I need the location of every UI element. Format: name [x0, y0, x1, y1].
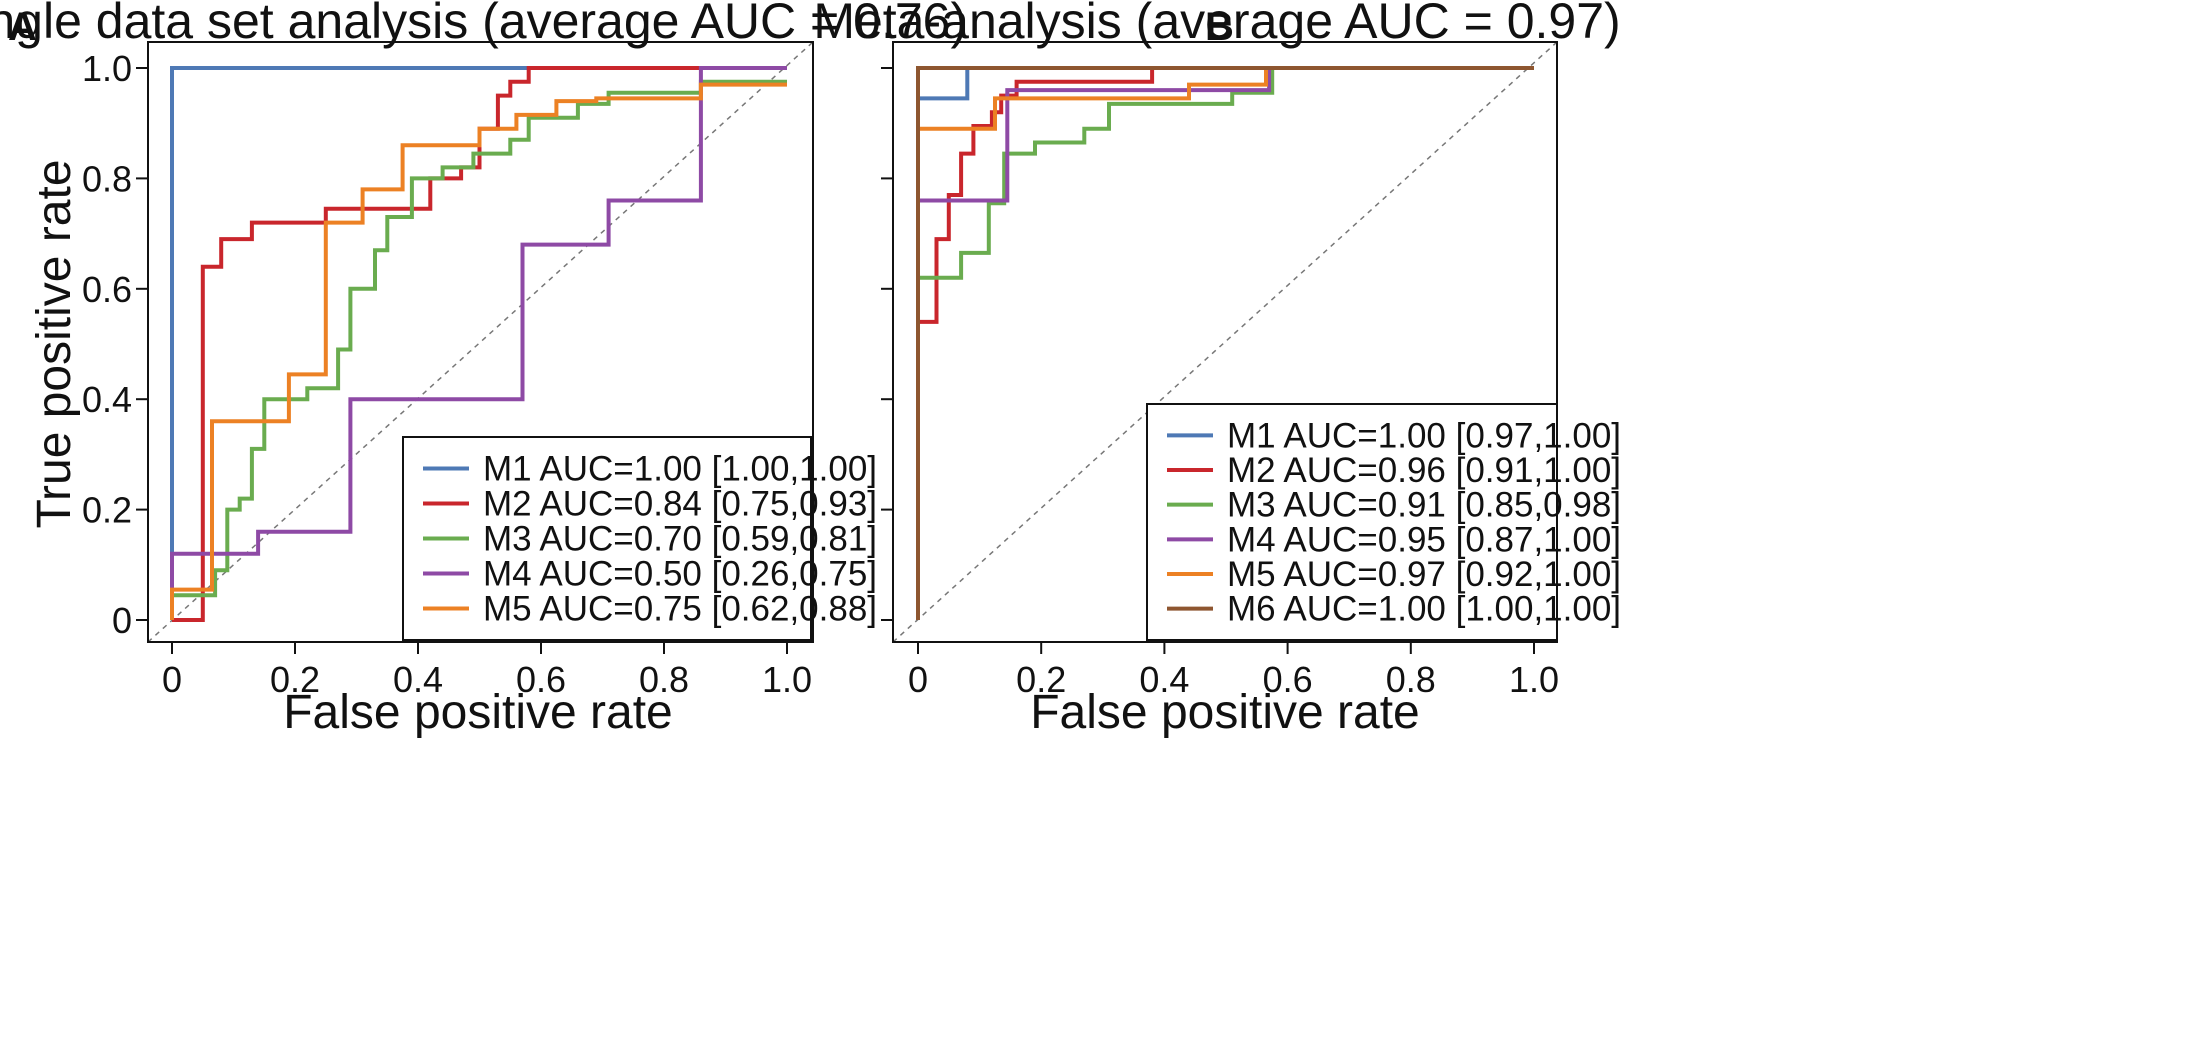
panel-b-legend-label-m4: M4 AUC=0.95 [0.87,1.00] — [1227, 520, 1621, 559]
panel-b-x-tick-label: 1.0 — [1509, 659, 1559, 700]
panel-a-x-tick-label: 0 — [162, 659, 182, 700]
panel-a-series-m2 — [172, 66, 787, 622]
panel-b: B Meta-analysis (average AUC = 0.97)0 0.2… — [813, 0, 1621, 739]
panel-a-y-tick-label: 0.4 — [82, 379, 132, 420]
panel-b-legend-label-m2: M2 AUC=0.96 [0.91,1.00] — [1227, 451, 1621, 490]
panel-b-title: Meta-analysis (average AUC = 0.97) — [813, 0, 1620, 49]
panel-a-y-tick-label: 0.8 — [82, 158, 132, 199]
panel-a-x-tick-label: 0.2 — [270, 659, 320, 700]
panel-a-series-m4 — [170, 66, 787, 620]
panel-a-legend-label-m3: M3 AUC=0.70 [0.59,0.81] — [483, 520, 877, 559]
panel-a-x-tick-label: 0.4 — [393, 659, 443, 700]
panel-a-series-m3 — [172, 79, 787, 598]
panel-a-x-axis-title: False positive rate — [283, 686, 673, 739]
panel-b-series-m6 — [916, 66, 1534, 620]
panel-a-legend-label-m1: M1 AUC=1.00 [1.00,1.00] — [483, 450, 877, 489]
panel-b-legend-label-m1: M1 AUC=1.00 [0.97,1.00] — [1227, 416, 1621, 455]
panel-a-x-tick-label: 0.6 — [516, 659, 566, 700]
panel-b-legend-label-m3: M3 AUC=0.91 [0.85,0.98] — [1227, 486, 1621, 525]
panel-b-legend: M1 AUC=1.00 [0.97,1.00]M2 AUC=0.96 [0.91… — [1146, 403, 1621, 641]
panel-a-plot-frame — [147, 41, 814, 643]
panel-b-series-m2 — [916, 66, 1534, 620]
panel-a-legend-label-m2: M2 AUC=0.84 [0.75,0.93] — [483, 485, 877, 524]
panel-b-legend-box — [1146, 403, 1558, 641]
panel-a-legend-label-m5: M5 AUC=0.75 [0.62,0.88] — [483, 590, 877, 629]
panel-b-series-m3 — [916, 66, 1534, 620]
panel-b-legend-label-m6: M6 AUC=1.00 [1.00,1.00] — [1227, 590, 1621, 629]
panel-a-title: Single data set analysis (average AUC = … — [0, 0, 967, 49]
panel-a: A Single data set analysis (average AUC … — [0, 0, 967, 739]
panel-a-y-tick-label: 1.0 — [82, 48, 132, 89]
panel-b-x-tick-label: 0.6 — [1263, 659, 1313, 700]
panel-b-series-m5 — [916, 66, 1534, 620]
panel-a-x-tick-label: 1.0 — [762, 659, 812, 700]
panel-b-plot-frame — [892, 41, 1558, 643]
panel-b-x-tick-label: 0.4 — [1139, 659, 1189, 700]
panel-a-legend: M1 AUC=1.00 [1.00,1.00]M2 AUC=0.84 [0.75… — [402, 436, 877, 641]
panel-a-y-axis-title: True positive rate — [28, 159, 81, 528]
panel-b-x-tick-label: 0.8 — [1386, 659, 1436, 700]
panel-b-x-axis-title: False positive rate — [1030, 686, 1420, 739]
panel-b-x-tick-label: 0 — [908, 659, 928, 700]
panel-b-x-tick-label: 0.2 — [1016, 659, 1066, 700]
panel-a-y-tick-label: 0.6 — [82, 269, 132, 310]
panel-a-y-tick-label: 0.2 — [82, 490, 132, 531]
panel-a-y-tick-label: 0 — [112, 600, 132, 641]
panel-a-series-m5 — [170, 82, 787, 620]
panel-b-legend-label-m5: M5 AUC=0.97 [0.92,1.00] — [1227, 555, 1621, 594]
panel-a-legend-box — [402, 436, 812, 641]
panel-a-x-tick-label: 0.8 — [639, 659, 689, 700]
panel-a-letter: A — [8, 5, 37, 49]
panel-a-legend-label-m4: M4 AUC=0.50 [0.26,0.75] — [483, 555, 877, 594]
